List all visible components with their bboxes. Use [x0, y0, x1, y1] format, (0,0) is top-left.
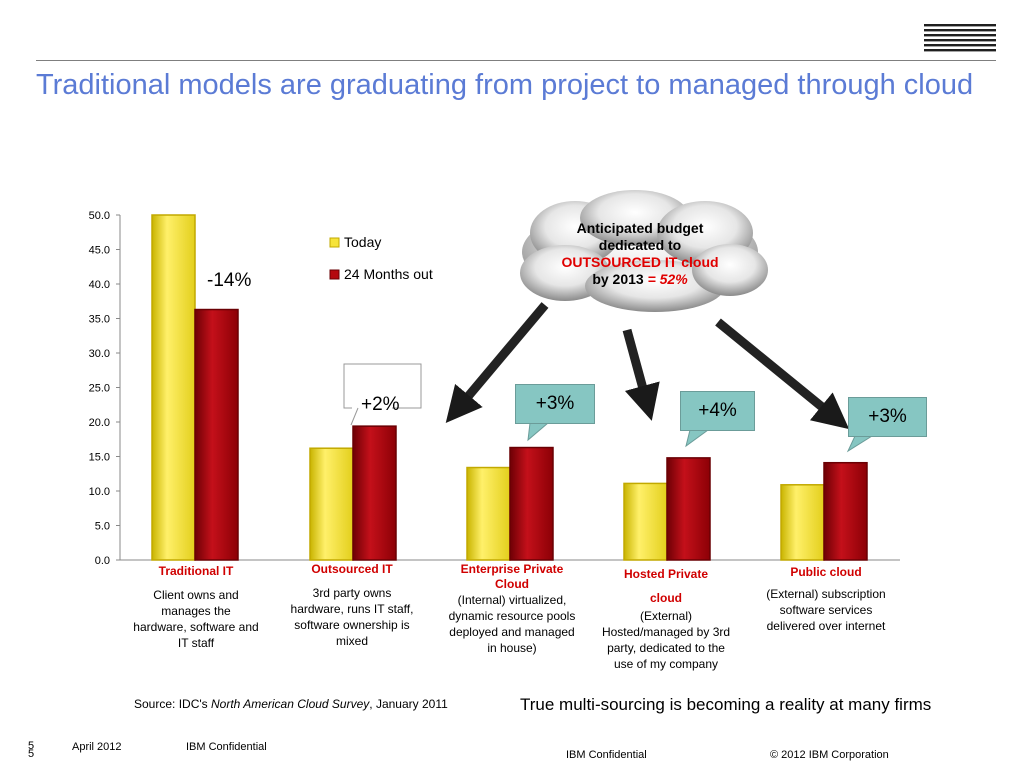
callout-tail-enterprise: [527, 422, 550, 442]
y-tick-label: 50.0: [89, 210, 110, 222]
category-desc-outsourced: 3rd party owns hardware, runs IT staff, …: [290, 586, 414, 648]
callout-box-outsourced: [343, 363, 422, 409]
slide-title: Traditional models are graduating from p…: [36, 69, 974, 101]
category-head-enterprise: Enterprise Private Cloud: [460, 562, 564, 591]
bar-today-0: [151, 214, 196, 561]
legend-label-0: Today: [344, 234, 381, 250]
header-rule: [36, 60, 996, 61]
footer-copyright: © 2012 IBM Corporation: [770, 749, 889, 761]
bar-24-months-0: [194, 308, 239, 561]
category-desc-enterprise: (Internal) virtualized, dynamic resource…: [448, 593, 576, 655]
bar-today-4: [780, 484, 825, 561]
change-hosted: +4%: [680, 391, 755, 431]
footer-date: April 2012: [72, 741, 122, 753]
y-tick-label: 5.0: [95, 521, 110, 533]
tagline: True multi-sourcing is becoming a realit…: [520, 695, 932, 714]
legend-swatch-0: [329, 237, 340, 248]
y-tick-label: 20.0: [89, 417, 110, 429]
ibm-logo: IBM: [924, 24, 996, 52]
y-tick-label: 15.0: [89, 452, 110, 464]
change-public: +3%: [848, 397, 927, 437]
category-head-outsourced: Outsourced IT: [311, 562, 393, 576]
cloud-share: = 52%: [647, 271, 688, 287]
footer-confidential-center: IBM Confidential: [566, 749, 647, 761]
y-tick-label: 35.0: [89, 314, 110, 326]
arrow-to-public: [715, 318, 850, 430]
category-head-traditional: Traditional IT: [158, 564, 234, 578]
bar-24-months-2: [509, 446, 554, 561]
callout-tail-public: [846, 435, 874, 453]
cloud-line-4: by 2013 = 52%: [545, 271, 735, 288]
bar-today-2: [466, 466, 511, 561]
page-number-top: 5: [28, 740, 35, 752]
bar-24-months-4: [823, 461, 868, 561]
source-title: North American Cloud Survey: [210, 697, 370, 711]
legend-label-1: 24 Months out: [344, 266, 433, 282]
change-outsourced: +2%: [361, 394, 400, 415]
callout-tail-outsourced: [350, 407, 359, 426]
bar-today-1: [309, 447, 354, 561]
category-head-public: Public cloud: [790, 565, 862, 579]
cloud-line-3: OUTSOURCED IT cloud: [561, 254, 719, 270]
arrow-to-hosted: [622, 328, 660, 421]
source-prefix: Source: IDC's: [134, 697, 211, 711]
callout-tail-hosted: [685, 429, 710, 448]
y-tick-label: 30.0: [89, 348, 110, 360]
cloud-icon: [520, 190, 768, 312]
category-desc-public: (External) subscription software service…: [766, 587, 886, 633]
source-note: Source: IDC's North American Cloud Surve…: [134, 697, 448, 711]
y-tick-label: 0.0: [95, 555, 110, 567]
cloud-callout: Anticipated budget dedicated to OUTSOURC…: [545, 220, 735, 288]
change-traditional: -14%: [207, 270, 252, 291]
category-head-hosted: Hosted Private cloud: [623, 567, 709, 605]
change-enterprise: +3%: [515, 384, 595, 424]
category-desc-traditional: Client owns and manages the hardware, so…: [133, 588, 259, 650]
source-suffix: , January 2011: [369, 697, 448, 711]
y-tick-label: 45.0: [89, 245, 110, 257]
bar-24-months-3: [666, 457, 711, 561]
page-number-bottom: 5: [28, 748, 35, 760]
y-tick-label: 25.0: [89, 383, 110, 395]
category-desc-hosted: (External) Hosted/managed by 3rd party, …: [601, 609, 731, 671]
cloud-line-2: dedicated to: [598, 237, 682, 253]
legend-swatch-1: [329, 269, 340, 280]
cloud-year: by 2013: [592, 271, 644, 287]
y-tick-label: 10.0: [89, 486, 110, 498]
arrow-to-enterprise: [445, 302, 549, 424]
footer-confidential-left: IBM Confidential: [186, 741, 267, 753]
cloud-line-1: Anticipated budget: [576, 220, 704, 236]
y-tick-label: 40.0: [89, 279, 110, 291]
bar-today-3: [623, 482, 668, 561]
bar-24-months-1: [352, 425, 397, 561]
